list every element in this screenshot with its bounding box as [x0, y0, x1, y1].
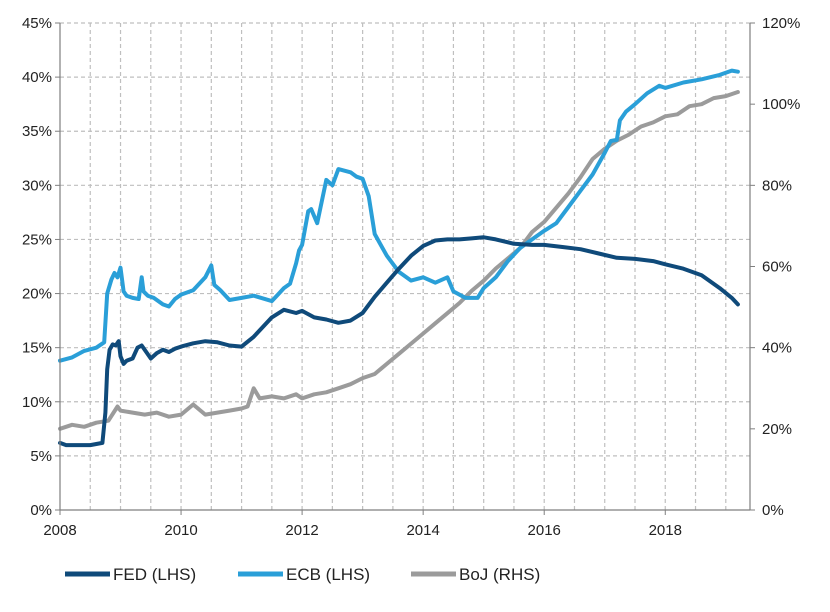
- legend-item-boj: BoJ (RHS): [411, 565, 540, 584]
- y-left-tick-label: 40%: [22, 69, 52, 86]
- x-tick-label: 2008: [43, 522, 76, 539]
- y-right-tick-label: 100%: [762, 96, 800, 113]
- legend: FED (LHS) ECB (LHS) BoJ (RHS): [65, 565, 540, 584]
- y-axis-right-ticks: 0% 20% 40% 60% 80% 100% 120%: [750, 15, 800, 519]
- legend-label: ECB (LHS): [286, 565, 370, 584]
- y-left-tick-label: 10%: [22, 394, 52, 411]
- legend-item-ecb: ECB (LHS): [238, 565, 370, 584]
- y-left-tick-label: 35%: [22, 123, 52, 140]
- y-right-tick-label: 120%: [762, 15, 800, 32]
- series-line-ecb: [58, 68, 740, 363]
- y-right-tick-label: 0%: [762, 502, 784, 519]
- series-line-fed: [58, 235, 740, 448]
- y-right-tick-label: 60%: [762, 259, 792, 276]
- x-tick-label: 2018: [649, 522, 682, 539]
- legend-label: BoJ (RHS): [459, 565, 540, 584]
- y-right-tick-label: 80%: [762, 177, 792, 194]
- legend-item-fed: FED (LHS): [65, 565, 196, 584]
- series-lines: [58, 68, 740, 448]
- x-axis-ticks: 2008 2010 2012 2014 2016 2018: [43, 510, 682, 539]
- y-left-tick-label: 20%: [22, 286, 52, 303]
- legend-label: FED (LHS): [113, 565, 196, 584]
- y-left-tick-label: 15%: [22, 340, 52, 357]
- x-tick-label: 2010: [164, 522, 197, 539]
- y-left-tick-label: 5%: [30, 448, 52, 465]
- x-tick-label: 2014: [406, 522, 439, 539]
- y-left-tick-label: 45%: [22, 15, 52, 32]
- y-left-tick-label: 25%: [22, 231, 52, 248]
- y-right-tick-label: 20%: [762, 421, 792, 438]
- x-tick-label: 2016: [528, 522, 561, 539]
- y-right-tick-label: 40%: [762, 340, 792, 357]
- y-left-tick-label: 30%: [22, 177, 52, 194]
- y-axis-left-ticks: 0% 5% 10% 15% 20% 25% 30% 35% 40% 45%: [22, 15, 60, 519]
- y-left-tick-label: 0%: [30, 502, 52, 519]
- x-tick-label: 2012: [285, 522, 318, 539]
